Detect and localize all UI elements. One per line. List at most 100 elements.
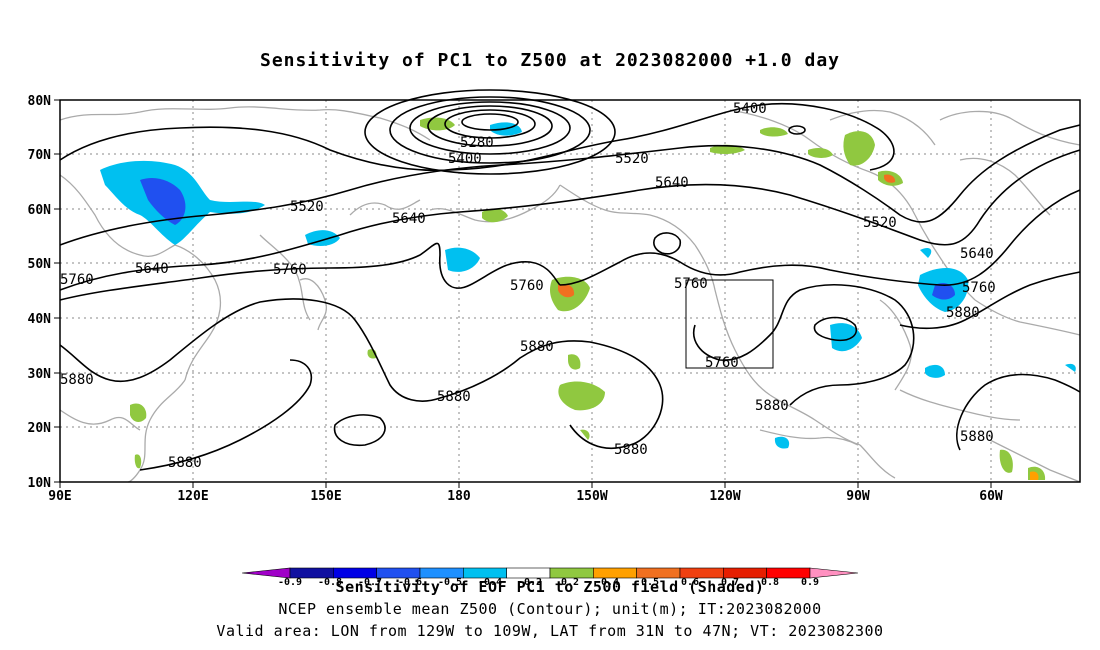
colorbar-label: -0.8 — [318, 577, 342, 586]
shade-negative — [925, 364, 945, 378]
contour-label: 5520 — [290, 199, 324, 215]
y-tick-label: 60N — [28, 203, 52, 218]
contour-label: 5640 — [392, 211, 426, 227]
contour-label: 5760 — [273, 262, 307, 278]
x-tick-label: 90W — [846, 489, 870, 504]
contour-label: 5640 — [135, 261, 169, 277]
contour-low-ring — [788, 125, 806, 135]
contour-line — [569, 424, 631, 450]
caption-shading: Sensitivity of EOF PC1 to Z500 field (Sh… — [335, 578, 765, 596]
contour-low-ring — [389, 96, 591, 164]
x-tick-label: 150W — [576, 489, 607, 504]
sensitivity-shading — [100, 117, 1076, 480]
colorbar-label: -0.6 — [398, 577, 422, 586]
contour-label: 5760 — [705, 355, 739, 371]
contour-line — [59, 102, 895, 172]
valid-area-box — [685, 279, 774, 369]
y-tick-label: 80N — [28, 94, 52, 109]
shade-negative — [830, 323, 862, 352]
contour-line — [956, 373, 1081, 451]
contour-low-ring — [444, 109, 536, 139]
shade-negative — [774, 436, 790, 449]
colorbar-label: 0.6 — [681, 577, 699, 586]
x-tick-label: 120E — [177, 489, 208, 504]
y-axis-labels: 80N 70N 60N 50N 40N 30N 20N 10N — [28, 94, 52, 491]
contour-line — [59, 298, 664, 446]
contour-line — [559, 189, 1081, 286]
contour-label: 5760 — [510, 278, 544, 294]
colorbar-labels: -0.9 -0.8 -0.7 -0.6 -0.5 -0.4 -0.2 0.2 0.4 0.5 0.6… — [278, 577, 819, 586]
colorbar-label: 0.7 — [721, 577, 739, 586]
colorbar-label: -0.9 — [278, 577, 302, 586]
contour-line — [813, 316, 857, 342]
colorbar: -0.9 -0.8 -0.7 -0.6 -0.5 -0.4 -0.2 0.2 0.4 0.5 0.6… — [242, 567, 859, 586]
y-tick-label: 40N — [28, 312, 52, 327]
colorbar-swatch — [809, 567, 859, 579]
colorbar-label: -0.4 — [478, 577, 502, 586]
shade-positive — [760, 127, 788, 137]
shade-positive — [420, 117, 455, 131]
contour-label: 5880 — [960, 429, 994, 445]
shade-positive — [134, 454, 142, 469]
y-tick-label: 20N — [28, 421, 52, 436]
contour-label: 5880 — [520, 339, 554, 355]
shade-positive — [558, 284, 575, 298]
colorbar-label: -0.7 — [358, 577, 382, 586]
grid-lines — [60, 100, 1080, 482]
x-tick-label: 60W — [979, 489, 1003, 504]
contour-line — [693, 284, 915, 406]
x-tick-label: 150E — [310, 489, 341, 504]
contour-label: 5640 — [655, 175, 689, 191]
contour-label: 5400 — [448, 151, 482, 167]
shade-negative — [445, 247, 480, 272]
contour-label: 5640 — [960, 246, 994, 262]
colorbar-label: 0.8 — [761, 577, 779, 586]
z500-contours — [59, 89, 1081, 471]
contour-label: 5520 — [615, 151, 649, 167]
colorbar-label: 0.2 — [561, 577, 579, 586]
x-tick-label: 90E — [48, 489, 71, 504]
y-tick-label: 70N — [28, 148, 52, 163]
contour-label: 5880 — [168, 455, 202, 471]
tick-marks — [54, 99, 992, 488]
contour-line — [899, 271, 1081, 330]
y-tick-label: 10N — [28, 476, 52, 491]
shade-negative — [932, 283, 955, 300]
shade-positive — [558, 381, 605, 411]
contour-low-core — [461, 113, 519, 131]
colorbar-swatches — [242, 567, 859, 579]
contour-line — [653, 232, 682, 255]
contour-line — [59, 149, 1081, 291]
contour-line — [139, 359, 312, 471]
x-tick-label: 180 — [447, 489, 471, 504]
x-axis-labels: 90E 120E 150E 180 150W 120W 90W 60W — [48, 489, 1003, 504]
contour-label: 5760 — [962, 280, 996, 296]
shade-negative — [140, 178, 186, 225]
shade-positive — [1030, 471, 1039, 480]
y-tick-label: 30N — [28, 367, 52, 382]
contour-label: 5880 — [437, 389, 471, 405]
x-tick-label: 120W — [709, 489, 740, 504]
map-frame — [59, 99, 1081, 483]
shade-negative — [920, 247, 932, 258]
colorbar-label: 0.9 — [801, 577, 819, 586]
contour-labels: 5400 5280 5400 5520 5640 5520 5640 5760 … — [60, 101, 996, 471]
contour-low-ring — [364, 89, 616, 175]
shade-negative — [1065, 363, 1076, 372]
shade-positive — [710, 144, 745, 155]
contour-line — [59, 242, 561, 301]
contour-label: 5400 — [733, 101, 767, 117]
contour-label: 5280 — [460, 135, 494, 151]
contour-line — [333, 414, 386, 447]
shade-positive — [580, 429, 590, 440]
shade-positive — [884, 174, 896, 183]
colorbar-label: 0.5 — [641, 577, 659, 586]
shade-positive — [568, 354, 581, 370]
contour-label: 5880 — [614, 442, 648, 458]
shade-positive — [999, 449, 1013, 473]
map-title: Sensitivity of PC1 to Z500 at 2023082000… — [259, 50, 840, 71]
shade-positive — [482, 208, 508, 223]
shade-positive — [808, 147, 833, 158]
contour-label: 5880 — [946, 305, 980, 321]
